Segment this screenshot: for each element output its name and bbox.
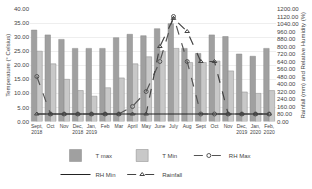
svg-text:15.00: 15.00 <box>14 76 30 82</box>
svg-text:800.00: 800.00 <box>277 44 296 50</box>
svg-text:40.00: 40.00 <box>14 6 30 12</box>
svg-text:Jan,2019: Jan,2019 <box>86 123 97 136</box>
svg-text:0.00: 0.00 <box>17 119 29 125</box>
svg-text:240.00: 240.00 <box>277 96 296 102</box>
svg-text:400.00: 400.00 <box>277 81 296 87</box>
svg-text:30.00: 30.00 <box>14 34 30 40</box>
svg-text:480.00: 480.00 <box>277 74 296 80</box>
svg-text:Feb: Feb <box>101 123 110 129</box>
svg-text:RH Max: RH Max <box>229 153 251 159</box>
svg-text:Nov: Nov <box>60 123 69 129</box>
svg-text:25.00: 25.00 <box>14 48 30 54</box>
svg-text:Sept,2018: Sept,2018 <box>31 123 43 136</box>
svg-text:1200.00: 1200.00 <box>277 6 299 12</box>
svg-text:Dec,2019: Dec,2019 <box>236 123 247 136</box>
svg-text:560.00: 560.00 <box>277 66 296 72</box>
svg-text:640.00: 640.00 <box>277 59 296 65</box>
svg-text:1120.00: 1120.00 <box>277 14 299 20</box>
svg-text:Temperature (° Celsius): Temperature (° Celsius) <box>5 34 11 97</box>
svg-text:960.00: 960.00 <box>277 29 296 35</box>
svg-text:5.00: 5.00 <box>17 105 29 111</box>
svg-text:RH Min: RH Min <box>96 172 116 178</box>
svg-text:Oct: Oct <box>47 123 55 129</box>
svg-text:80.00: 80.00 <box>277 111 293 117</box>
svg-text:May: May <box>141 123 151 129</box>
svg-text:880.00: 880.00 <box>277 36 296 42</box>
svg-text:0.00: 0.00 <box>277 119 289 125</box>
svg-text:Feb,2020: Feb,2020 <box>264 123 275 136</box>
svg-text:July: July <box>169 123 178 129</box>
svg-text:160.00: 160.00 <box>277 104 296 110</box>
svg-text:Mar: Mar <box>115 123 124 129</box>
svg-text:720.00: 720.00 <box>277 51 296 57</box>
svg-text:T max: T max <box>96 153 113 159</box>
svg-text:Nov: Nov <box>224 123 233 129</box>
svg-text:20.00: 20.00 <box>14 62 30 68</box>
svg-text:Oct: Oct <box>211 123 219 129</box>
svg-text:1040.00: 1040.00 <box>277 21 299 27</box>
svg-text:10.00: 10.00 <box>14 90 30 96</box>
svg-text:Aug: Aug <box>183 123 192 129</box>
svg-text:April: April <box>127 123 137 129</box>
svg-text:Sept: Sept <box>196 123 207 129</box>
svg-text:Rainfall (mm) and Relative Hum: Rainfall (mm) and Relative Humidity (%) <box>300 12 306 119</box>
svg-text:Jan,2020: Jan,2020 <box>250 123 261 136</box>
svg-text:June: June <box>154 123 165 129</box>
svg-text:T Min: T Min <box>162 153 177 159</box>
svg-text:Rainfall: Rainfall <box>162 172 182 178</box>
svg-text:Dec,2018: Dec,2018 <box>72 123 83 136</box>
svg-text:35.00: 35.00 <box>14 20 30 26</box>
svg-text:320.00: 320.00 <box>277 89 296 95</box>
